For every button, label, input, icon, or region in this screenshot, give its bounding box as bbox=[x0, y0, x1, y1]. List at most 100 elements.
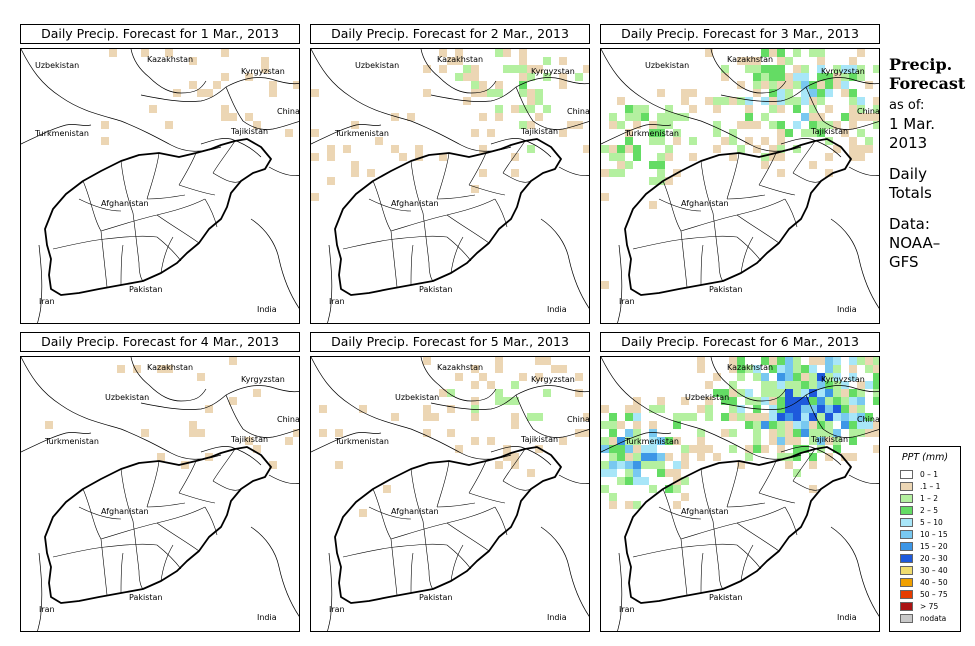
precip-cells bbox=[311, 49, 589, 201]
precip-cell bbox=[809, 437, 817, 445]
precip-cell bbox=[737, 121, 745, 129]
precip-cell bbox=[689, 413, 697, 421]
province-border bbox=[156, 544, 182, 570]
legend-swatch bbox=[900, 613, 913, 623]
precip-cell bbox=[793, 373, 801, 381]
precip-cell bbox=[817, 129, 825, 137]
precip-cell bbox=[777, 445, 785, 453]
precip-cell bbox=[649, 405, 657, 413]
precip-cell bbox=[849, 405, 857, 413]
label-kyrgyzstan: Kyrgyzstan bbox=[821, 375, 865, 384]
precip-cell bbox=[801, 381, 809, 389]
precip-cell bbox=[809, 129, 817, 137]
precip-cell bbox=[825, 437, 833, 445]
precip-cell bbox=[681, 113, 689, 121]
province-border bbox=[204, 506, 218, 536]
province-border bbox=[792, 480, 822, 491]
province-border bbox=[368, 198, 412, 212]
province-border bbox=[662, 488, 682, 540]
precip-cell bbox=[503, 397, 511, 405]
precip-cell bbox=[761, 389, 769, 397]
province-border bbox=[468, 184, 506, 196]
country-border bbox=[268, 474, 299, 485]
precip-cell bbox=[471, 81, 479, 89]
legend-swatch bbox=[900, 577, 913, 587]
precip-cell bbox=[649, 129, 657, 137]
precip-cell bbox=[825, 73, 833, 81]
asof-date-line2: 2013 bbox=[889, 134, 928, 152]
precip-cell bbox=[657, 129, 665, 137]
precip-cell bbox=[657, 161, 665, 169]
label-turkmenistan: Turkmenistan bbox=[35, 129, 89, 138]
precip-cell bbox=[447, 57, 455, 65]
precip-cell bbox=[785, 365, 793, 373]
precip-cell bbox=[479, 89, 487, 97]
precip-cell bbox=[575, 73, 583, 81]
country-border bbox=[225, 86, 299, 130]
province-border bbox=[700, 468, 714, 522]
province-border bbox=[100, 538, 108, 596]
precip-cell bbox=[479, 113, 487, 121]
precip-cell bbox=[825, 397, 833, 405]
precip-cell bbox=[101, 137, 109, 145]
precip-cell bbox=[793, 413, 801, 421]
country-border bbox=[21, 432, 92, 453]
legend-swatch bbox=[900, 481, 913, 491]
province-border bbox=[740, 544, 754, 582]
country-border bbox=[805, 86, 879, 130]
precip-cell bbox=[705, 381, 713, 389]
precip-cell bbox=[833, 437, 841, 445]
precip-cell bbox=[753, 73, 761, 81]
precip-cell bbox=[479, 81, 487, 89]
precip-cell bbox=[625, 469, 633, 477]
precip-cell bbox=[777, 169, 785, 177]
precip-cell bbox=[221, 73, 229, 81]
precip-cell bbox=[801, 97, 809, 105]
precip-cell bbox=[817, 389, 825, 397]
precip-cell bbox=[769, 389, 777, 397]
precip-cell bbox=[351, 161, 359, 169]
country-borders bbox=[311, 49, 589, 323]
precip-cell bbox=[359, 405, 367, 413]
country-border bbox=[601, 49, 802, 152]
precip-cell bbox=[745, 445, 753, 453]
precip-cell bbox=[673, 485, 681, 493]
province-border bbox=[160, 544, 174, 582]
precip-cell bbox=[617, 461, 625, 469]
province-border bbox=[410, 244, 414, 286]
precip-cell bbox=[633, 121, 641, 129]
ppt-legend: PPT (mm) 0 – 1 .1 – 1 1 – 2 2 – 5 5 – 10 10 –… bbox=[889, 446, 961, 632]
country-border bbox=[327, 552, 333, 631]
precip-cell bbox=[213, 81, 221, 89]
precip-cell bbox=[761, 381, 769, 389]
precip-cell bbox=[865, 381, 873, 389]
province-border bbox=[212, 480, 242, 491]
precip-cell bbox=[777, 49, 785, 57]
precip-cell bbox=[785, 357, 793, 365]
precip-cell bbox=[761, 161, 769, 169]
precip-cell bbox=[777, 373, 785, 381]
precip-cell bbox=[689, 89, 697, 97]
precip-cell bbox=[841, 73, 849, 81]
province-border bbox=[178, 492, 216, 504]
precip-cell bbox=[825, 373, 833, 381]
label-uzbekistan: Uzbekistan bbox=[395, 393, 440, 402]
sidebar-title-line2: Forecast bbox=[889, 74, 966, 93]
precip-cell bbox=[753, 57, 761, 65]
precip-cell bbox=[777, 105, 785, 113]
precip-cell bbox=[841, 453, 849, 461]
province-border bbox=[146, 194, 186, 200]
precip-cell bbox=[527, 469, 535, 477]
precip-cell bbox=[439, 49, 447, 57]
precip-cell bbox=[527, 73, 535, 81]
precip-cell bbox=[801, 129, 809, 137]
precip-cell bbox=[391, 145, 399, 153]
province-border bbox=[726, 460, 740, 508]
precip-cell bbox=[873, 97, 879, 105]
precip-cell bbox=[873, 381, 879, 389]
precip-cell bbox=[817, 113, 825, 121]
country-border bbox=[780, 138, 842, 158]
precip-cell bbox=[737, 81, 745, 89]
label-uzbekistan: Uzbekistan bbox=[685, 393, 730, 402]
precip-cell bbox=[383, 485, 391, 493]
